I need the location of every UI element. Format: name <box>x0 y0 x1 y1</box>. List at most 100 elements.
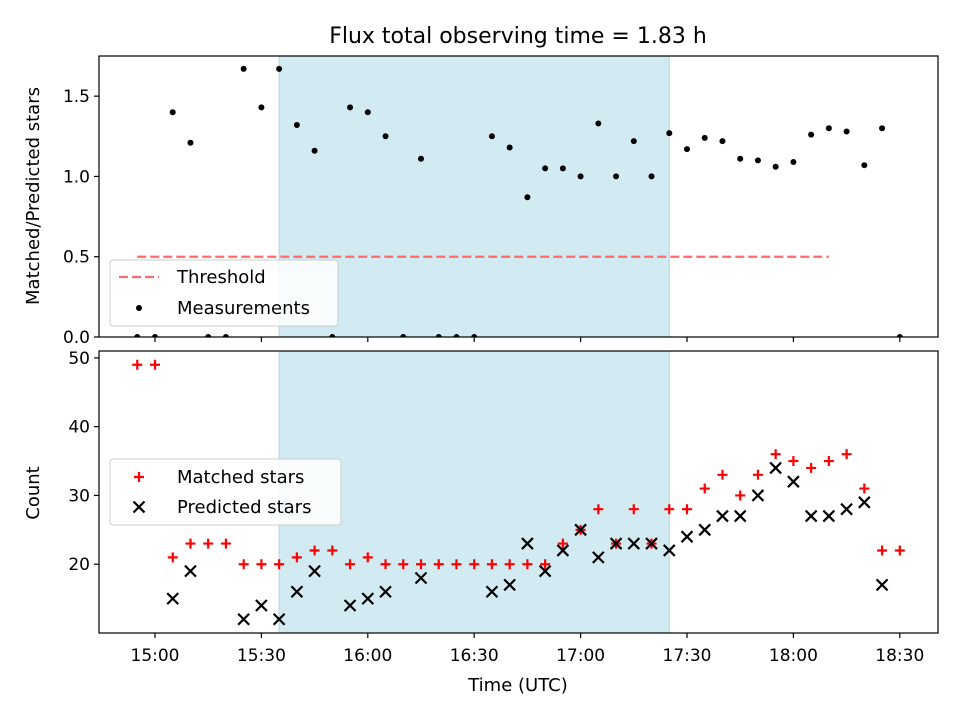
measurement-point <box>311 147 318 154</box>
matched-point <box>380 559 391 570</box>
measurement-point <box>240 65 247 72</box>
matched-point <box>699 483 710 494</box>
matched-point <box>309 545 320 556</box>
legend-matched-swatch <box>134 472 144 482</box>
measurement-point <box>524 194 531 201</box>
predicted-point <box>875 578 889 592</box>
predicted-point <box>609 537 623 550</box>
predicted-point <box>680 530 694 543</box>
matched-point <box>682 504 692 515</box>
measurement-point <box>471 334 478 337</box>
y-tick-label: 20 <box>68 555 90 575</box>
predicted-point <box>290 585 304 599</box>
measurement-point <box>488 133 495 140</box>
legend: Threshold Measurements <box>109 259 339 327</box>
matched-point <box>894 545 905 556</box>
measurement-point <box>134 334 141 337</box>
legend-box <box>109 259 339 327</box>
bottom-xlabel: Time (UTC) <box>467 675 568 696</box>
measurement-point <box>347 104 354 111</box>
matched-point <box>752 469 763 480</box>
matched-point <box>735 490 746 501</box>
measurement-point <box>152 334 158 337</box>
matched-point <box>859 483 870 494</box>
chart-title: Flux total observing time = 1.83 h <box>329 24 707 49</box>
x-tick-label: 16:30 <box>450 646 499 666</box>
matched-point <box>362 552 373 563</box>
predicted-point <box>166 592 180 605</box>
matched-point <box>451 559 462 570</box>
legend-threshold-label: Threshold <box>176 267 266 288</box>
predicted-point <box>538 564 552 578</box>
measurement-point <box>825 125 832 132</box>
measurement-point <box>861 162 868 169</box>
predicted-point <box>787 475 800 488</box>
matched-point <box>132 359 143 370</box>
predicted-point <box>503 578 516 592</box>
axes-frame <box>98 55 939 338</box>
measurement-point <box>187 139 194 146</box>
matched-point <box>593 504 604 515</box>
top-ylabel: Matched/Predicted stars <box>23 87 44 305</box>
measurement-point <box>613 173 620 180</box>
measurement-point <box>559 165 566 172</box>
predicted-point <box>858 496 871 509</box>
measurement-point <box>453 334 460 337</box>
matched-point <box>291 552 302 563</box>
x-tick-label: 15:30 <box>237 646 286 666</box>
predicted-point <box>698 523 712 537</box>
predicted-point <box>627 537 641 550</box>
x-tick-label: 15:00 <box>131 646 180 666</box>
legend-measurement-swatch <box>136 305 142 311</box>
predicted-point <box>769 461 782 475</box>
measurement-point <box>222 334 229 337</box>
matched-point <box>150 359 160 370</box>
measurement-point <box>737 155 744 162</box>
matched-point <box>522 559 533 570</box>
measurement-point <box>506 144 513 151</box>
predicted-point <box>343 599 357 612</box>
matched-point <box>469 559 480 570</box>
measurement-point <box>595 120 602 127</box>
x-tick-label: 17:00 <box>556 646 605 666</box>
measurement-point <box>808 131 815 138</box>
matched-point <box>220 538 231 549</box>
measurement-point <box>258 104 265 111</box>
legend: Matched stars Predicted stars <box>109 458 342 526</box>
predicted-point <box>237 612 250 626</box>
matched-point <box>717 469 728 480</box>
observing-span <box>278 350 670 634</box>
x-tick-label: 16:00 <box>343 646 392 666</box>
legend-predicted-swatch <box>132 500 146 514</box>
predicted-point <box>308 564 321 578</box>
predicted-point <box>733 509 747 523</box>
y-tick-label: 40 <box>68 418 90 438</box>
measurement-point <box>276 65 283 72</box>
matched-point <box>416 559 426 570</box>
predicted-point <box>662 544 676 557</box>
predicted-point <box>414 571 428 585</box>
matched-point <box>540 559 551 570</box>
measurement-point <box>382 133 389 140</box>
matched-point <box>274 559 285 570</box>
matched-point <box>504 559 515 570</box>
measurement-point <box>542 165 549 172</box>
measurement-point <box>772 163 779 170</box>
matched-point <box>770 449 781 460</box>
matched-point <box>398 559 409 570</box>
measurement-point <box>843 128 850 135</box>
measurement-point <box>701 134 708 141</box>
matched-point <box>203 538 214 549</box>
matched-point <box>167 552 178 563</box>
y-tick-label: 0.0 <box>63 328 90 348</box>
predicted-point <box>361 592 375 605</box>
measurement-point <box>879 125 886 132</box>
matched-point <box>823 456 834 467</box>
matched-point <box>185 538 196 549</box>
x-tick-label: 17:30 <box>663 646 712 666</box>
predicted-point <box>272 612 286 626</box>
matched-point <box>806 462 817 473</box>
predicted-point <box>716 509 729 523</box>
predicted-point <box>840 502 853 516</box>
matched-point <box>345 559 356 570</box>
